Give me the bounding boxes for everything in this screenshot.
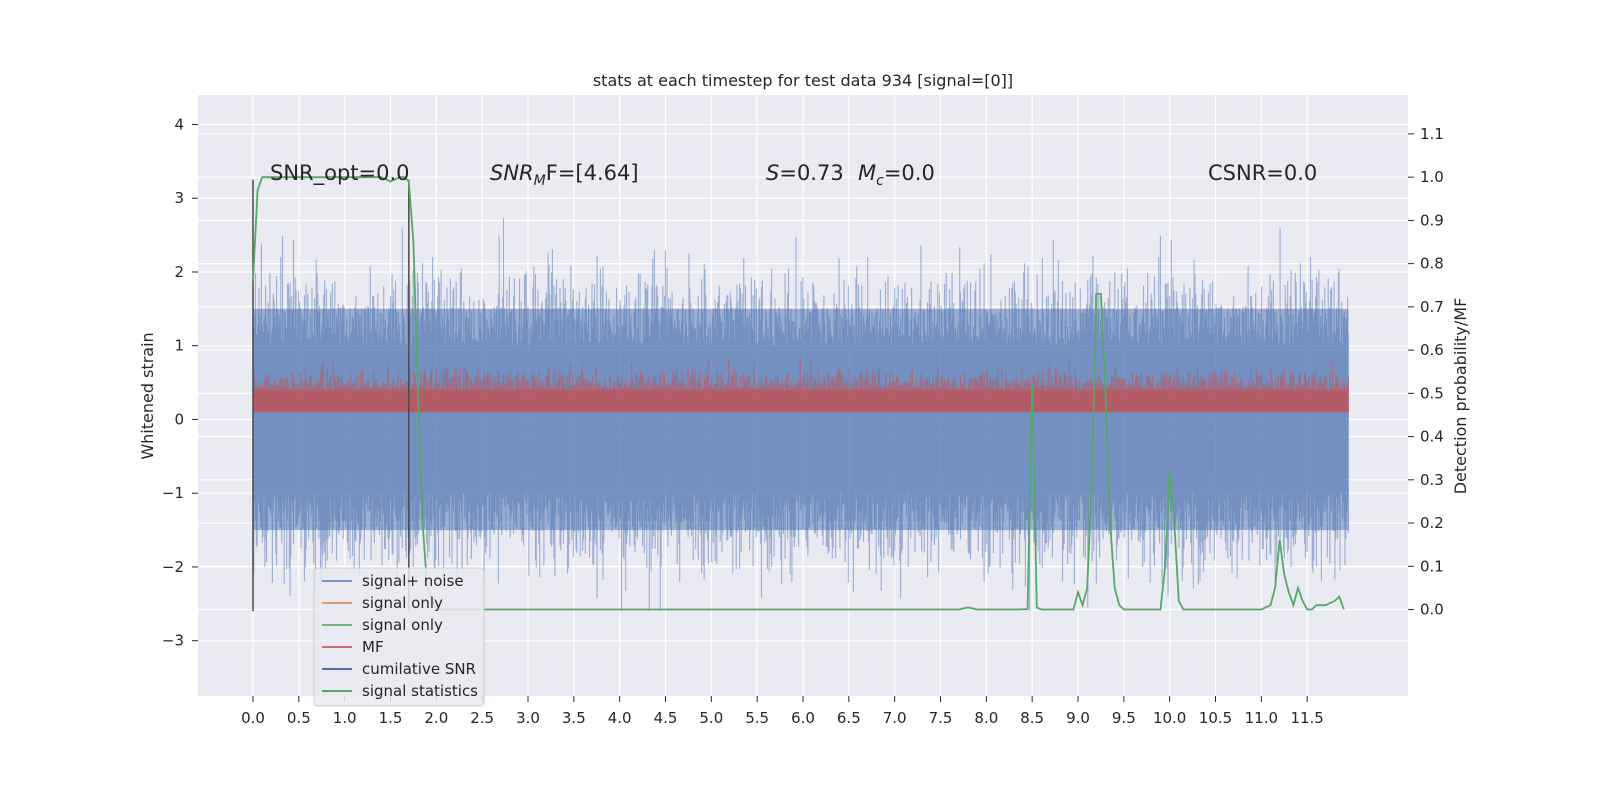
annotation-snr-mf-rest: F=[4.64]: [546, 161, 639, 185]
annotation-csnr: CSNR=0.0: [1208, 161, 1317, 185]
annotation-s: S=0.73: [766, 161, 844, 185]
chart-title: stats at each timestep for test data 934…: [593, 71, 1013, 90]
y-axis-right-label: Detection probability/MF: [1451, 298, 1470, 495]
x-tick-label: 5.5: [745, 709, 769, 727]
x-tick-label: 6.5: [837, 709, 861, 727]
annotation-s-value: =0.73: [779, 161, 843, 185]
x-tick-label: 9.0: [1066, 709, 1090, 727]
x-tick-label: 4.0: [608, 709, 632, 727]
x-axis-ticks: 0.0 0.5 1.0 1.5 2.0 2.5 3.0 3.5 4.0 4.5 5.0 5.5 6.0 6…: [241, 696, 1324, 727]
y-axis-right-ticks: 1.1 1.0 0.9 0.8 0.7 0.6 0.5 0.4 0.3 0.2 0.1 0.0: [1408, 125, 1444, 619]
x-tick-label: 2.0: [424, 709, 448, 727]
x-tick-label: 0.5: [287, 709, 311, 727]
annotation-mc-sub: c: [876, 173, 884, 189]
y-right-tick-label: 0.7: [1420, 298, 1444, 316]
signal-statistics-line: [252, 176, 1345, 611]
x-tick-label: 10.0: [1153, 709, 1186, 727]
x-tick-label: 11.0: [1245, 709, 1278, 727]
y-right-tick-label: 0.6: [1420, 341, 1444, 359]
y-tick-label: 1: [174, 337, 184, 355]
y-axis-left-ticks: 4 3 2 1 0 −1 −2 −3: [162, 115, 198, 650]
x-tick-label: 6.0: [791, 709, 815, 727]
x-tick-label: 2.5: [470, 709, 494, 727]
y-right-tick-label: 0.4: [1420, 428, 1444, 446]
y-tick-label: 3: [174, 189, 184, 207]
x-tick-label: 1.0: [333, 709, 357, 727]
x-tick-label: 5.0: [699, 709, 723, 727]
x-tick-label: 11.5: [1290, 709, 1323, 727]
x-tick-label: 7.5: [929, 709, 953, 727]
y-tick-label: −1: [162, 484, 184, 502]
y-right-tick-label: 1.0: [1420, 168, 1444, 186]
signal-noise-series: [252, 218, 1349, 612]
y-right-tick-label: 0.9: [1420, 211, 1444, 229]
x-tick-label: 3.0: [516, 709, 540, 727]
annotation-snr-mf-sub: M: [534, 173, 546, 189]
legend-label: signal+ noise: [362, 572, 464, 590]
legend-label: MF: [362, 638, 384, 656]
y-right-tick-label: 0.8: [1420, 255, 1444, 273]
x-tick-label: 8.5: [1020, 709, 1044, 727]
x-tick-label: 7.0: [883, 709, 907, 727]
annotation-snr-mf: SNRMF=[4.64]: [490, 161, 639, 189]
legend-label: cumilative SNR: [362, 660, 476, 678]
annotation-snr-opt: SNR_opt=0.0: [270, 161, 410, 186]
y-tick-label: 4: [174, 115, 184, 133]
legend: signal+ noise signal only signal only MF cum…: [313, 567, 485, 707]
legend-label: signal statistics: [362, 682, 478, 700]
legend-label: signal only: [362, 594, 443, 612]
x-tick-label: 1.5: [379, 709, 403, 727]
y-axis-left-label: Whitened strain: [138, 332, 157, 459]
x-tick-label: 10.5: [1199, 709, 1232, 727]
annotation-mc-value: =0.0: [884, 161, 935, 185]
y-tick-label: 2: [174, 263, 184, 281]
y-right-tick-label: 0.1: [1420, 557, 1444, 575]
x-tick-label: 0.0: [241, 709, 265, 727]
annotation-s-label: S: [766, 161, 779, 185]
y-tick-label: −3: [162, 632, 184, 650]
annotation-snr-mf-base: SNR: [490, 161, 534, 185]
y-right-tick-label: 0.5: [1420, 384, 1444, 402]
x-tick-label: 4.5: [654, 709, 678, 727]
signal-statistics-series: [252, 176, 1345, 611]
annotation-mc: Mc=0.0: [858, 161, 935, 189]
y-right-tick-label: 0.0: [1420, 601, 1444, 619]
y-tick-label: −2: [162, 558, 184, 576]
annotation-mc-base: M: [858, 161, 876, 185]
y-right-tick-label: 1.1: [1420, 125, 1444, 143]
x-tick-label: 3.5: [562, 709, 586, 727]
y-right-tick-label: 0.2: [1420, 514, 1444, 532]
x-tick-label: 9.5: [1112, 709, 1136, 727]
y-right-tick-label: 0.3: [1420, 471, 1444, 489]
y-tick-label: 0: [174, 410, 184, 428]
x-tick-label: 8.0: [974, 709, 998, 727]
legend-box: [313, 567, 485, 707]
cumulative-snr-lines: [252, 179, 410, 612]
legend-label: signal only: [362, 616, 443, 634]
